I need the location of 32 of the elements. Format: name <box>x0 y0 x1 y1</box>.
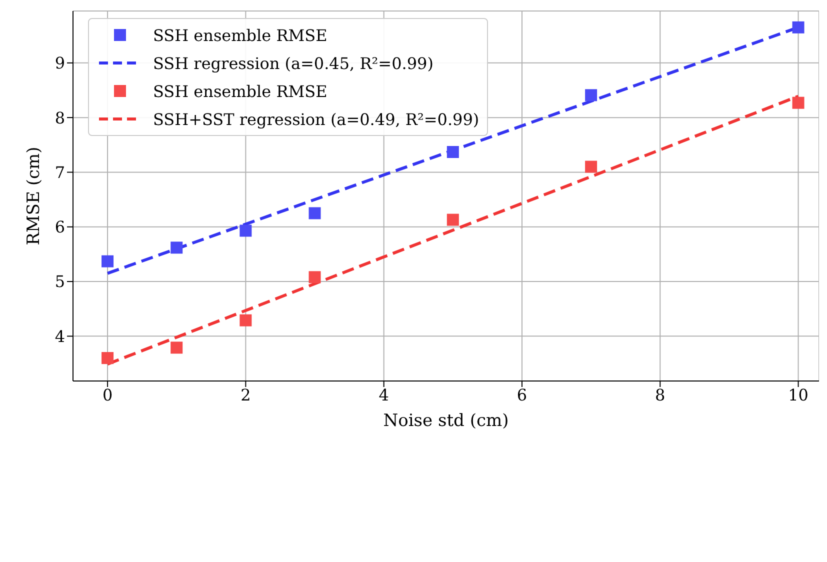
legend-label: SSH+SST regression (a=0.49, R²=0.99) <box>153 110 480 128</box>
point <box>102 352 114 364</box>
point <box>446 214 459 226</box>
x-tick-label: 8 <box>655 385 666 404</box>
point <box>102 255 114 268</box>
legend-label: SSH ensemble RMSE <box>153 26 328 44</box>
x-tick-label: 6 <box>516 385 528 404</box>
y-tick-label: 7 <box>54 162 65 182</box>
point <box>170 342 183 354</box>
point <box>170 242 183 254</box>
point <box>240 314 252 326</box>
point <box>585 89 598 102</box>
point <box>308 271 321 284</box>
point <box>240 224 252 237</box>
y-tick-label: 6 <box>54 218 65 237</box>
legend-label: SSH regression (a=0.45, R²=0.99) <box>153 54 434 72</box>
x-tick-label: 10 <box>788 385 808 404</box>
y-tick-label: 9 <box>54 54 65 73</box>
x-tick-label: 4 <box>378 385 389 404</box>
point <box>792 96 804 109</box>
point <box>308 207 321 220</box>
x-tick-label: 2 <box>240 385 251 404</box>
point <box>585 160 598 173</box>
y-tick-label: 5 <box>54 272 65 292</box>
y-axis-title: RMSE (cm) <box>24 146 44 246</box>
y-tick-label: 8 <box>54 108 65 128</box>
x-axis-title: Noise std (cm) <box>383 411 509 431</box>
x-tick-label: 0 <box>102 385 113 404</box>
point <box>792 21 804 34</box>
y-tick-label: 4 <box>54 326 65 346</box>
legend-label: SSH ensemble RMSE <box>153 82 328 100</box>
point <box>446 146 459 158</box>
